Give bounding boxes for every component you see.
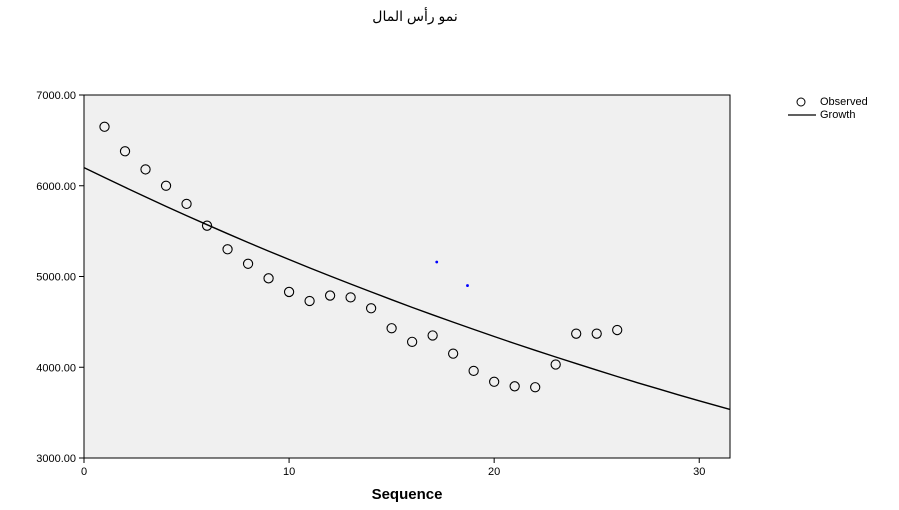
observed-point xyxy=(509,381,520,392)
y-axis: 3000.00 4000.00 5000.00 6000.00 7000.00 xyxy=(36,90,84,465)
x-tick-label: 30 xyxy=(693,466,705,478)
observed-point xyxy=(365,303,377,314)
observed-point xyxy=(591,328,602,339)
observed-point xyxy=(345,292,356,303)
legend-circle-icon xyxy=(796,97,806,107)
observed-point xyxy=(283,286,295,298)
observed-series xyxy=(99,121,623,393)
legend-label-observed: Observed xyxy=(820,96,868,108)
observed-point xyxy=(427,330,438,341)
x-tick-label: 10 xyxy=(283,466,295,478)
observed-point xyxy=(140,164,151,175)
observed-point xyxy=(489,376,500,387)
growth-curve xyxy=(83,166,731,411)
observed-point xyxy=(242,258,254,269)
observed-point xyxy=(304,295,315,307)
annotation-marker xyxy=(466,284,469,287)
annotation-marker xyxy=(435,260,439,264)
observed-point xyxy=(612,324,623,336)
observed-point xyxy=(550,359,561,370)
observed-point xyxy=(222,244,233,255)
observed-point xyxy=(263,273,274,284)
chart-title: نمو رأس المال xyxy=(372,8,458,24)
observed-point xyxy=(181,198,192,210)
observed-point xyxy=(324,290,336,301)
observed-point xyxy=(119,146,131,157)
y-tick-label: 5000.00 xyxy=(36,272,76,284)
y-tick-label: 6000.00 xyxy=(36,181,76,193)
observed-point xyxy=(160,180,172,191)
observed-point xyxy=(386,323,397,334)
observed-point xyxy=(447,348,459,359)
x-axis-label: Sequence xyxy=(371,486,443,503)
observed-point xyxy=(406,336,418,347)
observed-point xyxy=(468,365,479,377)
legend-label-growth: Growth xyxy=(820,109,856,121)
plot-area xyxy=(83,94,731,459)
x-tick-label: 0 xyxy=(81,466,87,478)
annotations xyxy=(435,260,469,287)
y-tick-label: 4000.00 xyxy=(36,362,76,374)
legend-line-icon xyxy=(788,114,816,116)
x-axis: 0 10 20 30 xyxy=(81,458,705,478)
observed-point xyxy=(571,328,582,339)
observed-point xyxy=(530,382,541,393)
observed-point xyxy=(201,220,213,231)
y-tick-label: 7000.00 xyxy=(36,90,76,102)
observed-point xyxy=(99,121,110,132)
x-tick-label: 20 xyxy=(488,466,500,478)
y-tick-label: 3000.00 xyxy=(36,453,76,465)
growth-series xyxy=(83,166,731,411)
